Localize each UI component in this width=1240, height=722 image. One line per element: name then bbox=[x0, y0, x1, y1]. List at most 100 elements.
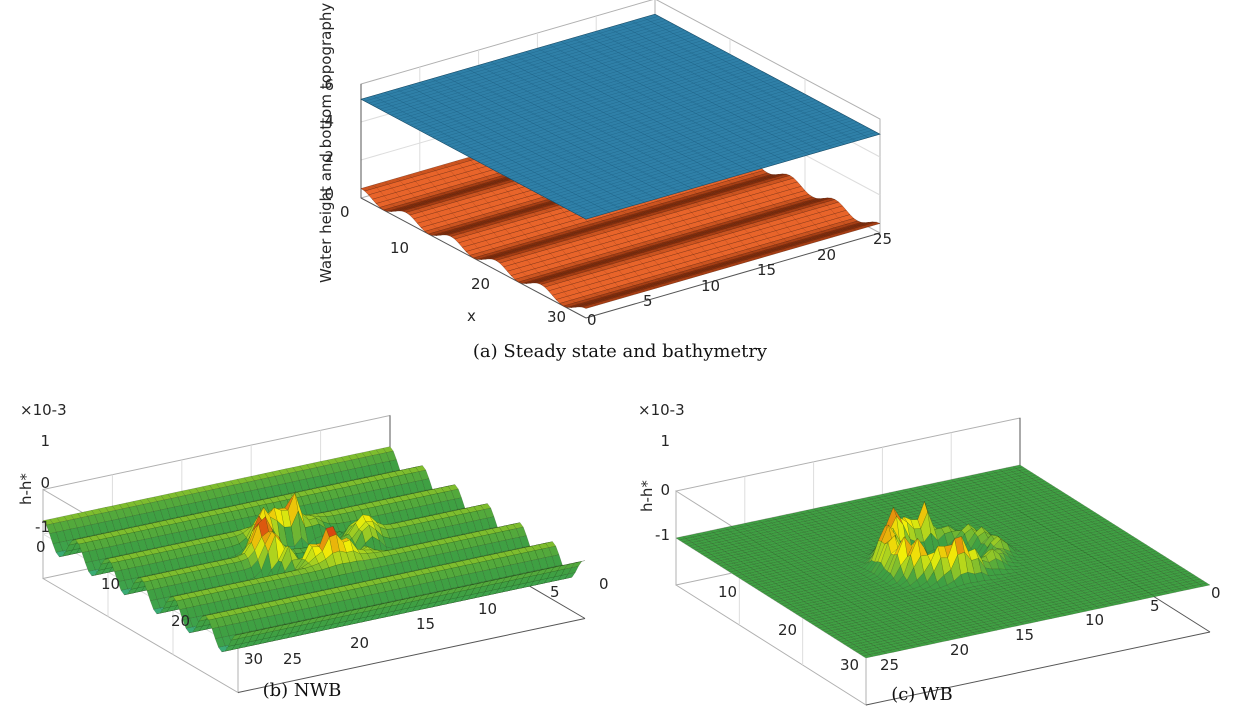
panel-a-water-meshline bbox=[402, 36, 697, 122]
panel-a-water-meshline bbox=[478, 65, 704, 186]
panel-a-water-meshline bbox=[513, 54, 739, 176]
panel-a-water-meshline bbox=[424, 48, 719, 134]
panel-a-x-tick: 30 bbox=[547, 308, 566, 326]
panel-a-water-meshline bbox=[529, 104, 824, 190]
panel-a-water-meshline bbox=[431, 78, 657, 199]
panel-a-water-meshline bbox=[458, 66, 753, 152]
panel-b-x-tick: 0 bbox=[36, 538, 46, 556]
panel-a-water-meshline bbox=[387, 28, 682, 114]
panel-a-water-meshline bbox=[443, 75, 669, 196]
panel-b-y-tick: 25 bbox=[283, 650, 302, 668]
panel-a-water-meshline bbox=[405, 38, 701, 124]
panel-a-water-meshline bbox=[522, 100, 817, 186]
panel-a-water-meshline bbox=[396, 88, 622, 210]
panel-a-bottom-meshline bbox=[419, 171, 645, 292]
panel-b: ×10-3 1 0 -1 h-h* 0 10 20 30 25 20 15 10… bbox=[17, 401, 609, 701]
panel-a-water-meshline bbox=[480, 78, 776, 164]
panel-a: 6 4 2 0 0 10 20 30 0 5 10 15 20 25 Water… bbox=[317, 0, 892, 362]
panel-a-water-meshline bbox=[560, 41, 787, 162]
panel-a-water-meshline bbox=[525, 51, 751, 172]
panel-a-water-meshline bbox=[502, 58, 728, 179]
panel-b-y-tick: 5 bbox=[550, 583, 560, 601]
panel-a-water-meshline bbox=[420, 46, 716, 132]
panel-a-water-meshline bbox=[619, 24, 845, 145]
panel-a-bottom-meshline bbox=[443, 164, 669, 285]
panel-b-z-label: h-h* bbox=[17, 473, 35, 505]
panel-a-water-meshline bbox=[372, 95, 598, 216]
panel-a-water-meshline bbox=[368, 18, 663, 104]
panel-a-water-meshline bbox=[417, 44, 712, 130]
panel-a-y-axis bbox=[585, 232, 881, 319]
panel-b-y-axis bbox=[237, 618, 586, 693]
panel-a-water-meshline bbox=[364, 16, 659, 102]
panel-a-water-meshline bbox=[398, 34, 693, 120]
panel-a-water-meshline bbox=[375, 22, 671, 108]
panel-a-water-meshline bbox=[450, 62, 746, 148]
panel-a-water-meshline bbox=[469, 72, 764, 158]
panel-a-water-meshline bbox=[559, 120, 854, 206]
panel-b-z-tick: -1 bbox=[35, 518, 50, 536]
panel-a-water-meshline bbox=[409, 40, 704, 126]
panel-a-water-meshline bbox=[383, 26, 678, 112]
panel-a-water-meshline bbox=[582, 132, 877, 218]
panel-a-water-meshline bbox=[454, 71, 681, 193]
panel-b-x-tick: 20 bbox=[171, 612, 190, 630]
panel-a-water-meshline bbox=[465, 70, 761, 156]
panel-a-water-meshline bbox=[643, 17, 869, 138]
panel-a-y-tick: 0 bbox=[587, 311, 597, 329]
panel-a-water-meshline bbox=[454, 64, 749, 150]
panel-a-water-meshline bbox=[490, 61, 716, 182]
panel-a-water-meshline bbox=[390, 30, 686, 116]
panel-a-water-meshline bbox=[432, 52, 727, 138]
panel-b-surface bbox=[42, 446, 586, 653]
panel-a-water-meshline bbox=[596, 31, 822, 152]
panel-a-water-meshline bbox=[503, 90, 798, 176]
panel-a-water-meshline bbox=[384, 92, 610, 213]
panel-c: ×10-3 1 0 -1 h-h* 10 20 30 25 20 15 10 5… bbox=[638, 401, 1221, 706]
panel-a-water-meshline bbox=[567, 124, 862, 210]
panel-a-z-label: Water height and bottom topography bbox=[317, 3, 335, 283]
panel-a-water-meshline bbox=[537, 108, 832, 194]
panel-b-z-tick: 0 bbox=[40, 474, 50, 492]
panel-a-water-meshline bbox=[428, 50, 723, 136]
panel-a-water-meshline bbox=[466, 68, 692, 189]
panel-a-water-meshline bbox=[518, 98, 813, 184]
panel-a-surfaces bbox=[360, 13, 881, 309]
panel-a-water-meshline bbox=[563, 122, 858, 208]
panel-a-x-tick: 0 bbox=[340, 203, 350, 221]
panel-a-y-tick: 15 bbox=[757, 261, 776, 279]
panel-a-water-meshline bbox=[574, 128, 869, 214]
panel-a-water-meshline bbox=[525, 102, 821, 188]
panel-a-water-meshline bbox=[443, 58, 738, 144]
panel-b-y-tick: 20 bbox=[350, 634, 369, 652]
panel-a-water-meshline bbox=[477, 76, 772, 162]
panel-b-y-tick: 15 bbox=[416, 615, 435, 633]
panel-b-z-tick: 1 bbox=[40, 432, 50, 450]
panel-a-y-tick: 25 bbox=[873, 230, 892, 248]
panel-a-bottom-strip bbox=[581, 221, 881, 309]
panel-a-water-meshline bbox=[584, 34, 810, 155]
panel-a-water-meshline bbox=[548, 114, 843, 200]
panel-a-water-meshline bbox=[484, 80, 779, 166]
panel-b-y-tick: 10 bbox=[478, 600, 497, 618]
panel-a-bottom-meshline bbox=[431, 167, 657, 289]
panel-a-water-meshline bbox=[540, 110, 836, 196]
panel-a-water-meshline bbox=[510, 94, 806, 180]
panel-a-bottom-meshline bbox=[372, 184, 598, 306]
panel-a-bottom-meshline bbox=[396, 178, 622, 299]
panel-a-x-label: x bbox=[467, 307, 476, 325]
panel-a-water-meshline bbox=[507, 92, 802, 178]
panel-a-water-meshline bbox=[552, 116, 847, 202]
panel-a-z-tick: 4 bbox=[324, 112, 334, 130]
panel-a-water-meshline bbox=[473, 74, 768, 160]
panel-b-x-tick: 30 bbox=[244, 650, 263, 668]
panel-a-water-meshline bbox=[394, 32, 689, 118]
panel-a-water-meshline bbox=[570, 126, 866, 212]
panel-a-water-meshline bbox=[413, 42, 708, 128]
panel-a-x-tick: 10 bbox=[390, 239, 409, 257]
panel-a-water-meshline bbox=[533, 106, 828, 192]
panel-a-water-meshline bbox=[435, 54, 731, 140]
panel-a-water-meshline bbox=[544, 112, 839, 198]
panel-a-water-meshline bbox=[514, 96, 809, 182]
